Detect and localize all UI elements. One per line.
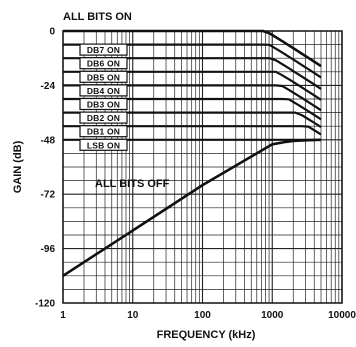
series-label: DB6 ON [87, 59, 120, 69]
chart-labels: DB7 ON DB6 ON DB5 ON DB4 ON DB3 ON DB2 ON DB1 … [79, 43, 128, 151]
chart-ticks: 1 10 100 1000 10000 0 -24 -48 -72 -96 -120 [35, 27, 356, 322]
series-label-box [79, 97, 128, 111]
series-label-box [79, 111, 128, 124]
y-tick-label: -24 [41, 81, 56, 92]
x-tick-label: 10 [127, 310, 139, 321]
series-label: DB5 ON [87, 72, 120, 82]
series-label: DB4 ON [87, 86, 120, 96]
series-label: DB3 ON [87, 100, 120, 110]
y-tick-label: -120 [35, 299, 55, 310]
x-tick-label: 100 [194, 310, 211, 321]
series-label-box [79, 57, 128, 70]
all-bits-on-annotation: ALL BITS ON [63, 11, 132, 23]
series-label-box [79, 70, 128, 83]
series-label-box [79, 138, 128, 151]
x-tick-label: 1 [60, 310, 66, 321]
y-tick-label: -72 [41, 190, 56, 201]
series-label-box [79, 125, 128, 138]
series-line [63, 29, 322, 68]
series-line [62, 138, 322, 277]
y-tick-label: -96 [41, 244, 56, 255]
series-label: DB1 ON [87, 127, 120, 137]
series-label: DB7 ON [87, 45, 120, 55]
x-tick-label: 1000 [261, 310, 284, 321]
all-bits-off-annotation: ALL BITS OFF [95, 178, 170, 190]
series-label-box [79, 43, 128, 56]
series-label: LSB ON [87, 140, 120, 150]
y-tick-label: 0 [49, 27, 55, 38]
y-tick-label: -48 [41, 135, 56, 146]
x-tick-label: 10000 [328, 310, 356, 321]
x-axis-title: FREQUENCY (kHz) [157, 329, 256, 341]
series-label: DB2 ON [87, 113, 120, 123]
series-label-box [79, 84, 128, 97]
y-axis-title: GAIN (dB) [12, 140, 24, 193]
